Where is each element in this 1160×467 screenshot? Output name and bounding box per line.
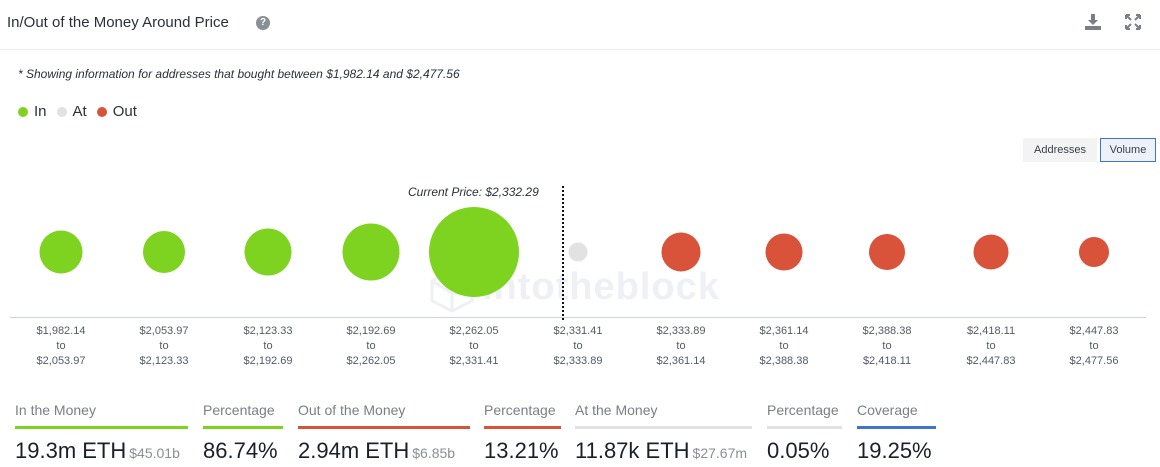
legend-dot-in (18, 106, 28, 117)
volume-toggle-button[interactable]: Volume (1100, 138, 1156, 162)
bubble-in[interactable] (39, 230, 83, 274)
bubble-out[interactable] (869, 234, 905, 270)
bubble-at[interactable] (568, 242, 588, 262)
stat-at-percentage: Percentage 0.05% (767, 400, 842, 464)
x-tick-label: $1,982.14 to $2,053.97 (36, 325, 86, 367)
legend-item-at[interactable]: At (56, 103, 87, 120)
bubble-in[interactable] (143, 231, 185, 273)
stat-value: 86.74% (203, 438, 278, 463)
stat-bar (298, 426, 470, 429)
bubble-chart: intotheblock Current Price: $2,332.29 $1… (0, 170, 1160, 370)
x-tick-label: $2,361.14 to $2,388.38 (759, 325, 809, 367)
x-tick-label: $2,333.89 to $2,361.14 (656, 325, 706, 367)
x-tick-label: $2,331.41 to $2,333.89 (553, 325, 603, 367)
bubble-in[interactable] (244, 228, 292, 276)
download-icon[interactable] (1084, 13, 1102, 31)
stat-value: 2.94m ETH $6.85b (298, 438, 456, 463)
legend-label: Out (112, 103, 137, 120)
x-tick-label: $2,123.33 to $2,192.69 (243, 325, 293, 367)
stat-value: 13.21% (484, 438, 559, 463)
widget-header: In/Out of the Money Around Price ? (0, 0, 1160, 50)
bubble-in[interactable] (342, 223, 400, 281)
stat-bar (575, 426, 752, 429)
expand-icon[interactable] (1124, 13, 1142, 31)
x-tick-label: $2,053.97 to $2,123.33 (139, 325, 189, 367)
stat-label: In the Money (15, 402, 96, 418)
stat-value: 19.25% (857, 438, 932, 463)
summary-stats: In the Money 19.3m ETH $45.01b Percentage… (0, 400, 1160, 467)
bubble-out[interactable] (1079, 237, 1109, 267)
bubble-out[interactable] (765, 233, 803, 271)
legend-label: In (34, 103, 47, 120)
legend-item-out[interactable]: Out (96, 103, 137, 120)
legend-dot-out (96, 106, 107, 117)
stat-bar (15, 426, 188, 429)
stat-value: 11.87k ETH $27.67m (575, 438, 748, 463)
x-tick-label: $2,192.69 to $2,262.05 (346, 325, 396, 367)
stat-label: Coverage (857, 402, 918, 418)
x-tick-label: $2,262.05 to $2,331.41 (449, 325, 499, 367)
bubble-out[interactable] (661, 232, 701, 272)
stat-bar (857, 426, 936, 429)
stat-out-percentage: Percentage 13.21% (484, 400, 561, 464)
stat-bar (203, 426, 283, 429)
stat-label: Percentage (203, 402, 275, 418)
range-note: * Showing information for addresses that… (18, 67, 460, 81)
current-price-line (562, 186, 564, 320)
stat-label: At the Money (575, 402, 658, 418)
stat-out-of-the-money: Out of the Money 2.94m ETH $6.85b (298, 400, 470, 464)
x-tick-label: $2,388.38 to $2,418.11 (862, 325, 912, 367)
legend-item-in[interactable]: In (18, 103, 47, 120)
stat-in-the-money: In the Money 19.3m ETH $45.01b (15, 400, 188, 464)
watermark: intotheblock (482, 266, 720, 308)
x-axis (10, 317, 1146, 318)
stat-label: Percentage (484, 402, 556, 418)
legend-label: At (72, 103, 87, 120)
legend-dot-at (56, 106, 67, 117)
stat-in-percentage: Percentage 86.74% (203, 400, 283, 464)
current-price-label: Current Price: $2,332.29 (408, 185, 539, 199)
chart-legend: In At Out (18, 103, 147, 120)
stat-label: Percentage (767, 402, 839, 418)
stat-bar (767, 426, 842, 429)
stat-bar (484, 426, 561, 429)
help-icon[interactable]: ? (256, 16, 270, 30)
stat-value: 19.3m ETH $45.01b (15, 438, 180, 463)
stat-at-the-money: At the Money 11.87k ETH $27.67m (575, 400, 752, 464)
bubble-in[interactable] (429, 207, 519, 297)
x-tick-label: $2,447.83 to $2,477.56 (1069, 325, 1119, 367)
x-tick-label: $2,418.11 to $2,447.83 (966, 325, 1016, 367)
stat-value: 0.05% (767, 438, 830, 463)
stat-label: Out of the Money (298, 402, 406, 418)
widget-title: In/Out of the Money Around Price (7, 14, 229, 31)
addresses-toggle-button[interactable]: Addresses (1023, 138, 1097, 162)
bubble-out[interactable] (973, 234, 1009, 270)
stat-coverage: Coverage 19.25% (857, 400, 936, 464)
